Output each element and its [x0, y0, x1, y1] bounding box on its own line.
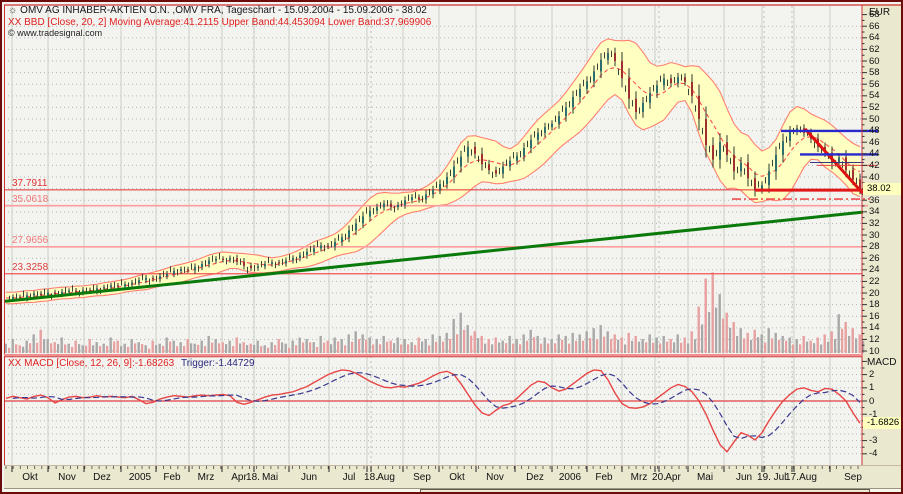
chart-header: ☼ OMV AG INHABER-AKTIEN O.N. ,OMV FRA, Ta…: [8, 5, 431, 40]
macd-tick-label: 0: [869, 395, 875, 407]
price-tick-label: 56: [869, 78, 880, 90]
price-tick-label: 52: [869, 101, 880, 113]
time-scrollbar[interactable]: [4, 488, 901, 492]
time-axis-label: Jun: [300, 472, 318, 483]
time-axis-label: Jul: [342, 472, 356, 483]
price-tick-label: 44: [869, 148, 880, 160]
time-axis-label: Okt: [449, 472, 465, 483]
price-tick-label: 58: [869, 67, 880, 79]
time-axis-label: Feb: [163, 472, 181, 483]
macd-legend: XX MACD [Close, 12, 26, 9]:-1.68263: [8, 358, 175, 369]
time-axis-label: 18.: [246, 472, 260, 483]
price-tick-label: 20: [869, 287, 880, 299]
price-tick-label: 24: [869, 264, 880, 276]
time-axis-label: 17.: [785, 472, 799, 483]
time-axis-label: Mrz: [197, 472, 215, 483]
time-axis-label: 2006: [558, 472, 582, 483]
chart-title-row[interactable]: ☼ OMV AG INHABER-AKTIEN O.N. ,OMV FRA, Ta…: [8, 5, 431, 17]
price-tick-label: 50: [869, 113, 880, 125]
price-tick-label: 18: [869, 299, 880, 311]
time-axis-label: Sep: [413, 472, 431, 483]
time-axis-label: Apr: [665, 472, 681, 483]
price-tick-label: 30: [869, 229, 880, 241]
time-axis-label: 2005: [128, 472, 152, 483]
time-axis-label: Mai: [261, 472, 279, 483]
time-axis-label: Mrz: [630, 472, 648, 483]
chart-title: OMV AG INHABER-AKTIEN O.N. ,OMV FRA, Tag…: [20, 5, 427, 16]
time-axis-label: Aug: [377, 472, 395, 483]
copyright-label: © www.tradesignal.com: [8, 28, 103, 38]
current-price-badge: 38.02: [863, 182, 901, 195]
time-axis-label: Dez: [526, 472, 544, 483]
time-axis-label: Dez: [93, 472, 111, 483]
macd-header[interactable]: XX MACD [Close, 12, 26, 9]:-1.68263 Trig…: [8, 358, 255, 369]
bollinger-legend[interactable]: XX BBD [Close, 20, 2] Moving Average:41.…: [8, 16, 432, 28]
price-tick-label: 22: [869, 275, 880, 287]
time-axis-label: Nov: [486, 472, 504, 483]
price-tick-label: 12: [869, 333, 880, 345]
price-tick-label: 62: [869, 43, 880, 55]
price-tick-label: 34: [869, 206, 880, 218]
instrument-icon: ☼: [8, 5, 18, 16]
price-tick-label: 14: [869, 322, 880, 334]
price-tick-label: 60: [869, 55, 880, 67]
price-tick-label: 10: [869, 345, 880, 357]
price-level-label: 37.7911: [12, 177, 48, 189]
price-tick-label: 36: [869, 194, 880, 206]
price-tick-label: 46: [869, 136, 880, 148]
time-axis-label: Sep: [844, 472, 862, 483]
macd-trigger-legend: Trigger:-1.44729: [180, 358, 255, 369]
price-axis-unit: EUR: [869, 7, 891, 18]
scrollbar-thumb[interactable]: [420, 489, 870, 492]
macd-tick-label: -4: [869, 448, 878, 460]
time-axis-label: Feb: [595, 472, 613, 483]
price-tick-label: 16: [869, 310, 880, 322]
price-level-label: 35.0618: [12, 193, 49, 205]
time-axis-label: 19.: [757, 472, 771, 483]
price-tick-label: 32: [869, 217, 880, 229]
time-axis-label: 18.: [364, 472, 378, 483]
macd-axis-title: MACD: [867, 357, 897, 368]
time-axis-label: Mai: [696, 472, 714, 483]
macd-tick-label: -3: [869, 435, 878, 447]
time-axis-label: Jun: [735, 472, 753, 483]
time-axis-label: Jul: [773, 472, 787, 483]
price-tick-label: 64: [869, 32, 880, 44]
price-tick-label: 54: [869, 90, 880, 102]
current-macd-badge: -1.6826: [863, 417, 901, 430]
time-axis-label: Okt: [22, 472, 38, 483]
price-tick-label: 26: [869, 252, 880, 264]
macd-tick-label: -1: [869, 408, 878, 420]
price-tick-label: 40: [869, 171, 880, 183]
price-tick-label: 48: [869, 125, 880, 137]
time-axis-label: Nov: [58, 472, 76, 483]
price-tick-label: 28: [869, 241, 880, 253]
price-tick-label: 66: [869, 20, 880, 32]
macd-tick-label: 2: [869, 369, 875, 381]
time-axis-label: Apr: [231, 472, 247, 483]
price-tick-label: 68: [869, 9, 880, 21]
time-axis-label: Aug: [799, 472, 817, 483]
macd-tick-label: 1: [869, 382, 875, 394]
price-tick-label: 42: [869, 159, 880, 171]
time-axis-label: 20.: [652, 472, 666, 483]
price-level-label: 23.3258: [12, 261, 49, 273]
price-level-label: 27.9656: [12, 234, 49, 246]
